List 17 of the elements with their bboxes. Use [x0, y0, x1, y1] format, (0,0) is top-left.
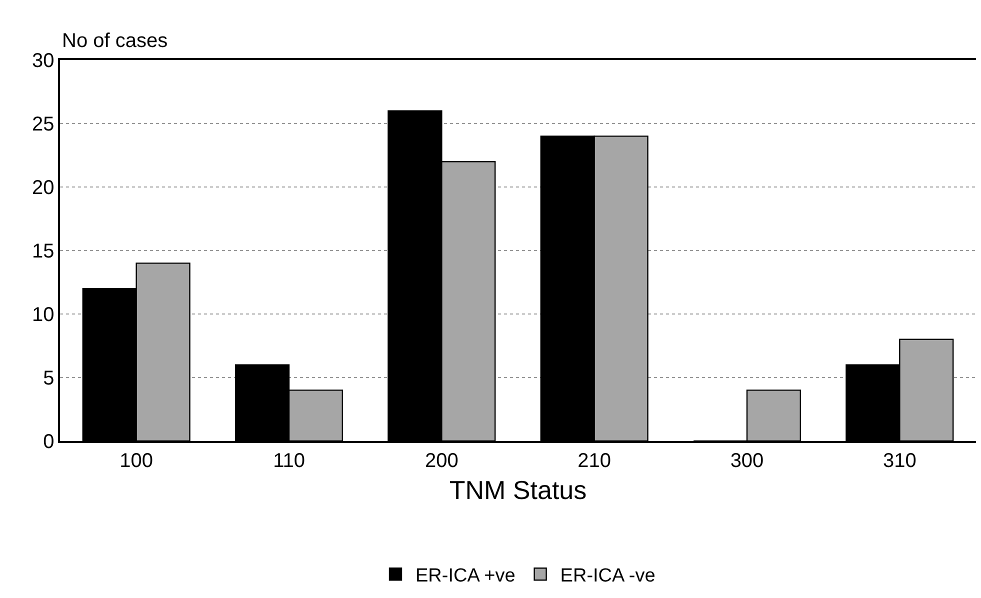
y-tick-label: 20	[32, 177, 54, 199]
y-tick-label: 5	[43, 368, 54, 390]
y-tick-label: 30	[32, 50, 54, 72]
x-tick-label: 300	[730, 450, 764, 472]
x-tick-label: 100	[120, 450, 154, 472]
y-tick-label: 0	[43, 431, 54, 453]
y-tick-label: 15	[32, 240, 54, 262]
x-tick-label: 200	[424, 450, 458, 472]
legend-label: ER-ICA +ve	[416, 566, 516, 587]
x-tick-label: 310	[882, 450, 916, 472]
x-tick-label: 110	[273, 450, 305, 472]
legend-label: ER-ICA -ve	[560, 566, 656, 587]
x-tick-label: 210	[578, 450, 612, 472]
y-tick-label: 25	[32, 114, 54, 136]
y-axis-title: No of cases	[62, 30, 168, 52]
x-axis-title: TNM Status	[449, 474, 587, 505]
y-tick-label: 10	[32, 304, 54, 326]
